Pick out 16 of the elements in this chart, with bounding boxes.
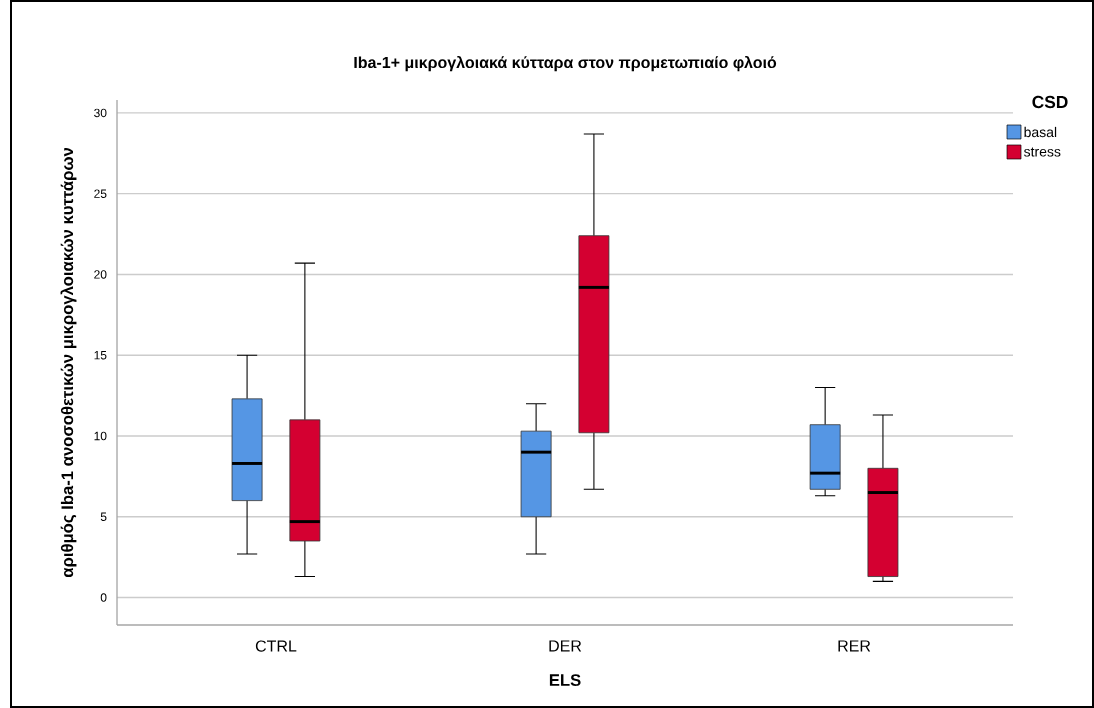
y-tick-label: 30 [94, 108, 107, 118]
y-tick-label: 0 [100, 593, 107, 602]
legend-label: basal [1024, 126, 1057, 138]
legend-label: stress [1024, 147, 1061, 157]
y-tick-label: 25 [94, 189, 107, 198]
x-tick-label: DER [549, 640, 582, 652]
y-tick-label: 20 [94, 270, 107, 279]
y-tick-label: 10 [94, 431, 107, 441]
x-axis-title: ELS [549, 674, 581, 686]
y-tick-label: 5 [100, 512, 107, 521]
legend-title: CSD [1032, 95, 1068, 109]
x-tick-label: RER [838, 640, 871, 652]
chart-title: Iba-1+ μικρογλοιακά κύτταρα στον προμετωπιαίο φλοιό [354, 55, 777, 72]
y-axis-title: αριθμός Iba-1 ανοσοθετικών μικρογλοιακών κυττάρων [60, 147, 77, 578]
x-tick-label: CTRL [255, 640, 297, 652]
y-tick-label: 15 [94, 351, 107, 360]
